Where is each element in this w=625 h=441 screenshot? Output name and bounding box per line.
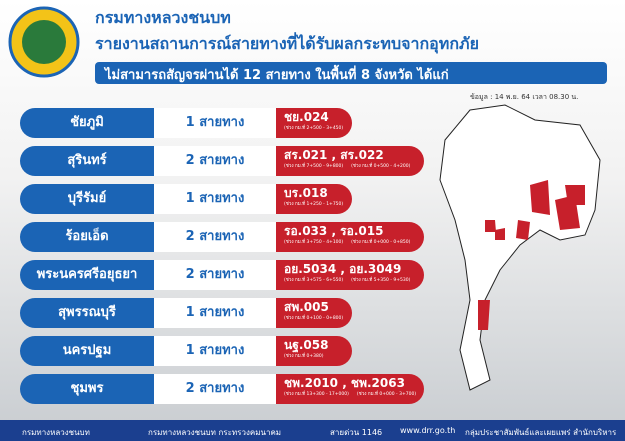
- org-name: กรมทางหลวงชนบท: [95, 8, 231, 27]
- route-note: (ช่วง กม.ที่ 0+000 - 0+850): [351, 240, 411, 245]
- as-of: ข้อมูล : 14 พ.ย. 64 เวลา 08.30 น.: [470, 93, 579, 101]
- routes-box: สร.021 , สร.022 (ช่วง กม.ที่ 7+500 - 9+80…: [276, 146, 424, 176]
- route-note: (ช่วง กม.ที่ 3+750 - 4+100): [284, 240, 344, 245]
- notes: (ช่วง กม.ที่ 2+500 - 3+450): [284, 126, 352, 132]
- routes-box: นฐ.058 (ช่วง กม.ที่ 0+380): [276, 336, 352, 366]
- banner: ไม่สามารถสัญจรผ่านได้ 12 สายทาง ในพื้นที…: [105, 68, 449, 83]
- routes: อย.5034 , อย.3049: [284, 262, 402, 276]
- routes-box: อย.5034 , อย.3049 (ช่วง กม.ที่ 3+575 - 6+…: [276, 260, 424, 290]
- province: นครปฐม: [20, 336, 154, 366]
- route-note: (ช่วง กม.ที่ 0+380): [284, 354, 324, 359]
- route-note: (ช่วง กม.ที่ 0+500 - 4+200): [351, 164, 411, 169]
- routes: สพ.005: [284, 300, 329, 314]
- website[interactable]: www.drr.go.th: [400, 426, 456, 435]
- notes: (ช่วง กม.ที่ 1+250 - 1+750): [284, 202, 352, 208]
- province: สุพรรณบุรี: [20, 298, 154, 328]
- route-note: (ช่วง กม.ที่ 2+500 - 3+450): [284, 126, 344, 131]
- route-note: (ช่วง กม.ที่ 3+575 - 6+550): [284, 278, 344, 283]
- route-note: (ช่วง กม.ที่ 13+300 - 17+000): [284, 392, 349, 397]
- routes: บร.018: [284, 186, 328, 200]
- notes: (ช่วง กม.ที่ 7+500 - 9+800) (ช่วง กม.ที่ …: [284, 164, 424, 170]
- routes-box: ชย.024 (ช่วง กม.ที่ 2+500 - 3+450): [276, 108, 352, 138]
- notes: (ช่วง กม.ที่ 3+575 - 6+550) (ช่วง กม.ที่ …: [284, 278, 424, 284]
- notes: (ช่วง กม.ที่ 0+380): [284, 354, 352, 360]
- route-count: 1 สายทาง: [154, 108, 276, 138]
- title: รายงานสถานการณ์สายทางที่ได้รับผลกระทบจาก…: [95, 34, 479, 53]
- province: พระนครศรีอยุธยา: [20, 260, 154, 290]
- route-note: (ช่วง กม.ที่ 0+000 - 3+700): [356, 392, 417, 397]
- route-count: 1 สายทาง: [154, 184, 276, 214]
- youtube[interactable]: กรมทางหลวงชนบท กระทรวงคมนาคม: [148, 428, 282, 437]
- route-note: (ช่วง กม.ที่ 0+100 - 0+800): [284, 316, 344, 321]
- route-count: 2 สายทาง: [154, 260, 276, 290]
- hotline: สายด่วน 1146: [330, 428, 383, 437]
- route-note: (ช่วง กม.ที่ 7+500 - 9+800): [284, 164, 344, 169]
- routes-box: บร.018 (ช่วง กม.ที่ 1+250 - 1+750): [276, 184, 352, 214]
- route-count: 1 สายทาง: [154, 298, 276, 328]
- routes: นฐ.058: [284, 338, 329, 352]
- province: สุรินทร์: [20, 146, 154, 176]
- route-count: 1 สายทาง: [154, 336, 276, 366]
- routes: รอ.033 , รอ.015: [284, 224, 384, 238]
- routes: ชพ.2010 , ชพ.2063: [284, 376, 405, 390]
- province: ร้อยเอ็ด: [20, 222, 154, 252]
- route-count: 2 สายทาง: [154, 222, 276, 252]
- department: กลุ่มประชาสัมพันธ์และเผยแพร่ สำนักบริหาร…: [465, 428, 617, 437]
- affected-provinces: [478, 180, 585, 330]
- notes: (ช่วง กม.ที่ 3+750 - 4+100) (ช่วง กม.ที่ …: [284, 240, 424, 246]
- routes-box: รอ.033 , รอ.015 (ช่วง กม.ที่ 3+750 - 4+10…: [276, 222, 424, 252]
- routes: ชย.024: [284, 110, 329, 124]
- map: [439, 104, 601, 391]
- routes-box: สพ.005 (ช่วง กม.ที่ 0+100 - 0+800): [276, 298, 352, 328]
- notes: (ช่วง กม.ที่ 13+300 - 17+000) (ช่วง กม.ที…: [284, 392, 424, 398]
- province: ชุมพร: [20, 374, 154, 404]
- route-note: (ช่วง กม.ที่ 5+350 - 9+530): [351, 278, 411, 283]
- logo-inner: [22, 20, 66, 64]
- footer-bar: [0, 420, 625, 441]
- route-count: 2 สายทาง: [154, 374, 276, 404]
- province: ชัยภูมิ: [20, 108, 154, 138]
- notes: (ช่วง กม.ที่ 0+100 - 0+800): [284, 316, 352, 322]
- route-count: 2 สายทาง: [154, 146, 276, 176]
- facebook[interactable]: กรมทางหลวงชนบท: [22, 428, 90, 437]
- province: บุรีรัมย์: [20, 184, 154, 214]
- routes: สร.021 , สร.022: [284, 148, 384, 162]
- banner-bg: [95, 62, 607, 84]
- route-note: (ช่วง กม.ที่ 1+250 - 1+750): [284, 202, 344, 207]
- routes-box: ชพ.2010 , ชพ.2063 (ช่วง กม.ที่ 13+300 - 1…: [276, 374, 424, 404]
